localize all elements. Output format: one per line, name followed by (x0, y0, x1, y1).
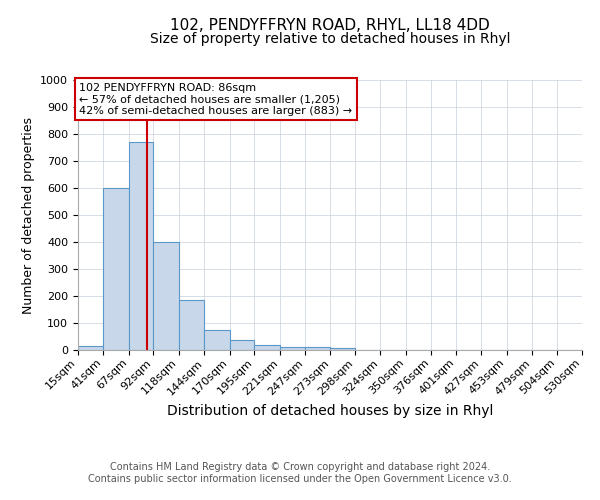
Bar (331, 348, 355, 350)
Text: 102, PENDYFFRYN ROAD, RHYL, LL18 4DD: 102, PENDYFFRYN ROAD, RHYL, LL18 4DD (170, 18, 490, 32)
Bar (230, 340, 254, 350)
X-axis label: Distribution of detached houses by size in Rhyl: Distribution of detached houses by size … (167, 404, 493, 417)
Bar (280, 347, 305, 350)
Y-axis label: Number of detached properties: Number of detached properties (22, 116, 35, 314)
Bar (129, 142, 154, 350)
Bar (179, 300, 204, 350)
Bar (78, 346, 103, 350)
Text: Contains public sector information licensed under the Open Government Licence v3: Contains public sector information licen… (88, 474, 512, 484)
Bar (103, 188, 129, 350)
Bar (254, 345, 280, 350)
Text: Size of property relative to detached houses in Rhyl: Size of property relative to detached ho… (150, 32, 510, 46)
Bar (204, 330, 230, 350)
Text: 102 PENDYFFRYN ROAD: 86sqm
← 57% of detached houses are smaller (1,205)
42% of s: 102 PENDYFFRYN ROAD: 86sqm ← 57% of deta… (79, 82, 352, 116)
Text: Contains HM Land Registry data © Crown copyright and database right 2024.: Contains HM Land Registry data © Crown c… (110, 462, 490, 472)
Bar (154, 242, 179, 350)
Bar (305, 347, 331, 350)
